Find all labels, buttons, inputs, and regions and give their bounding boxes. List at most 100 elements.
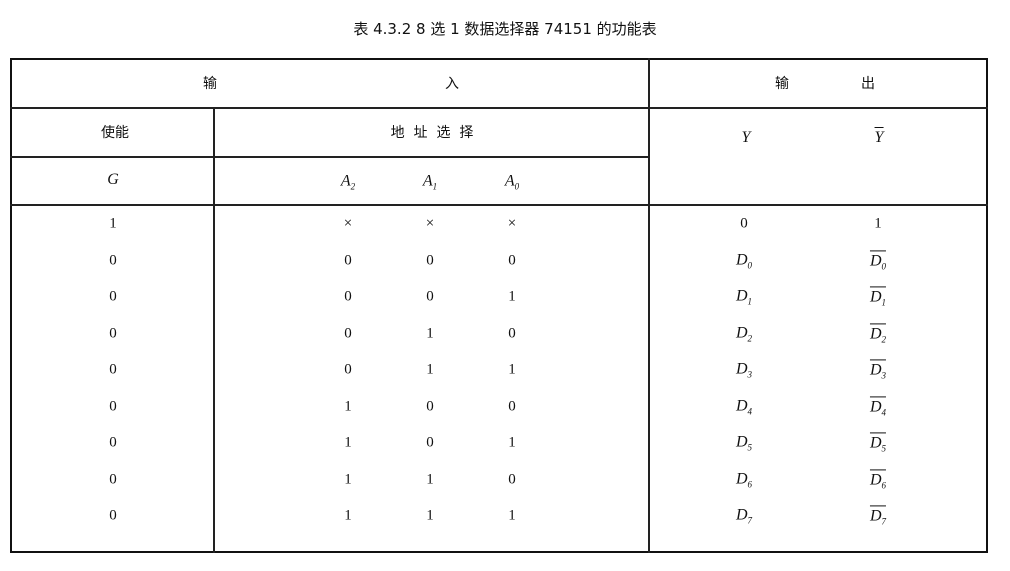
table-cell-a1: 0 [426,289,434,306]
cell-subscript: 0 [881,261,887,272]
cell-subscript: 6 [747,479,753,490]
header-y-bar: Y [874,127,884,146]
cell-value: 1 [109,215,117,232]
divider [213,107,215,553]
cell-subscript: 4 [747,406,753,417]
cell-value: 1 [344,434,352,451]
cell-value: 0 [109,325,117,341]
cell-value: 1 [508,361,516,378]
function-table [10,58,988,553]
table-cell-y: D7 [736,506,752,525]
cell-value: 0 [508,471,516,487]
table-cell-a0: × [508,216,516,233]
cell-value: 1 [344,398,352,414]
header-input-1: 输 [203,76,217,92]
cell-subscript: 1 [881,297,887,308]
table-cell-y: D3 [736,360,752,379]
table-cell-ybar: D0 [869,249,887,272]
table-cell-y: D0 [736,251,752,270]
table-cell-a1: 1 [426,325,434,342]
divider [214,156,650,158]
table-cell-a0: 0 [508,398,516,415]
divider [10,156,214,158]
a0-label: A [504,172,515,190]
table-cell-a2: 1 [344,398,352,415]
table-cell-y: 0 [740,216,748,233]
cell-value: 1 [344,471,352,487]
cell-value: 1 [508,507,516,524]
table-cell-a1: 0 [426,435,434,452]
cell-value: D [869,251,882,269]
cell-value: D [869,324,882,342]
cell-value: × [425,215,435,232]
table-cell-a1: 0 [426,252,434,269]
cell-subscript: 0 [747,260,753,271]
cell-subscript: 3 [881,370,887,381]
cell-subscript: 1 [747,296,753,307]
table-cell-y: D2 [736,324,752,343]
cell-value: 0 [344,288,352,305]
cell-value: 0 [426,252,434,268]
cell-value: D [869,470,882,488]
table-cell-ybar: D7 [869,505,887,527]
cell-value: 0 [109,398,117,414]
cell-value: D [735,506,748,524]
cell-value: × [507,215,517,232]
table-cell-a1: 0 [426,398,434,415]
table-cell-a0: 1 [508,289,516,306]
cell-value: 1 [508,288,516,305]
table-cell-g: 1 [109,216,117,233]
cell-value: 0 [344,325,352,341]
cell-value: 1 [874,215,882,232]
table-cell-a1: 1 [426,471,434,488]
table-caption: 表 4.3.2 8 选 1 数据选择器 74151 的功能表 [353,20,657,38]
table-cell-a2: 1 [344,508,352,525]
header-a2: A2 [341,172,355,191]
cell-subscript: 3 [747,369,753,380]
table-cell-g: 0 [109,362,117,379]
cell-subscript: 7 [747,515,753,526]
cell-value: 1 [426,471,434,487]
a1-label: A [422,172,433,190]
cell-subscript: 2 [881,334,887,345]
cell-value: 1 [344,507,352,524]
cell-subscript: 5 [881,443,887,454]
table-cell-g: 0 [109,435,117,452]
table-cell-ybar: D6 [869,468,887,490]
cell-value: 0 [109,471,117,487]
cell-value: 0 [109,507,117,524]
a2-sub: 2 [350,181,356,192]
cell-value: 0 [508,325,516,341]
cell-value: 0 [344,361,352,378]
table-cell-a2: 1 [344,435,352,452]
cell-value: 0 [109,288,117,305]
cell-value: 1 [426,361,434,378]
cell-value: D [869,288,882,306]
table-cell-g: 0 [109,289,117,306]
table-cell-a0: 1 [508,508,516,525]
table-cell-a0: 0 [508,325,516,342]
divider [648,58,650,553]
table-cell-ybar: D5 [869,432,887,454]
header-input-2: 入 [445,76,459,92]
table-cell-a2: × [344,216,352,233]
cell-value: D [869,361,882,379]
divider [10,204,988,206]
cell-value: 1 [508,434,516,451]
header-y: Y [741,129,751,146]
table-cell-a1: 1 [426,362,434,379]
header-a1: A1 [423,172,437,191]
cell-value: 0 [426,398,434,414]
header-enable: 使能 [101,125,129,141]
table-cell-ybar: D4 [869,395,887,417]
table-cell-ybar: D3 [869,359,887,381]
table-cell-a2: 0 [344,252,352,269]
table-cell-a0: 0 [508,252,516,269]
table-cell-g: 0 [109,252,117,269]
cell-subscript: 7 [881,516,887,527]
table-cell-a0: 0 [508,471,516,488]
cell-value: D [735,287,748,305]
header-output-2: 出 [861,76,875,92]
table-cell-a1: × [426,216,434,233]
table-cell-y: D5 [736,433,752,452]
